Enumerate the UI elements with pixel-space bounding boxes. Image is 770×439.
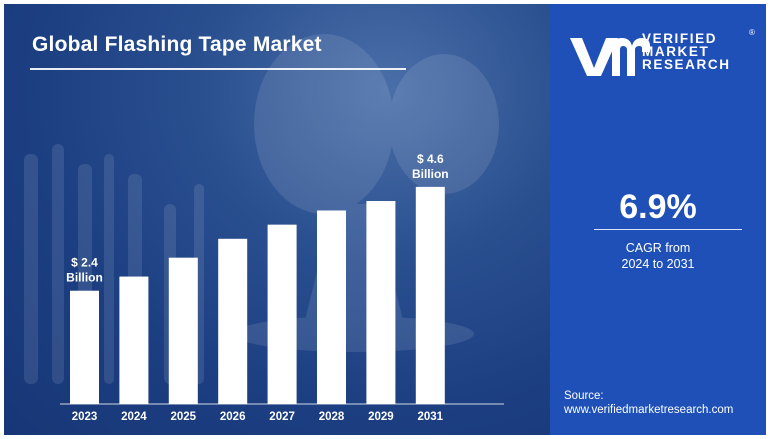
title-divider	[30, 68, 406, 70]
x-tick-label-2024: 2024	[121, 411, 147, 423]
chart-panel: Global Flashing Tape Market 2023 $ 2.4 Bil…	[4, 4, 550, 435]
chart-title: Global Flashing Tape Market	[32, 33, 322, 56]
data-label-2023-line-2: Billion	[66, 271, 103, 285]
bar-2025	[168, 257, 198, 404]
cagr-label-line-2: 2024 to 2031	[621, 257, 695, 271]
brand-name: VERIFIED MARKET RESEARCH	[642, 31, 731, 72]
data-label-2023-line-1: $ 2.4	[71, 256, 98, 270]
cagr-value: 6.9%	[619, 188, 697, 226]
bar-2029	[366, 201, 396, 404]
x-tick-label-2026: 2026	[220, 411, 246, 423]
x-tick-label-2028: 2028	[319, 411, 345, 423]
source-label: Source:	[564, 390, 604, 402]
data-label-2031-line-2: Billion	[412, 167, 449, 181]
x-tick-label-2029: 2029	[368, 411, 394, 423]
cagr-label: CAGR from 2024 to 2031	[550, 240, 766, 272]
x-tick-label-2031: 2031	[418, 411, 444, 423]
x-tick-label-2027: 2027	[269, 411, 295, 423]
bar-2031	[415, 186, 445, 404]
x-tick-label-2023: 2023	[72, 411, 98, 423]
bar-2028	[317, 210, 346, 404]
infographic-card: Global Flashing Tape Market 2023 $ 2.4 Bil…	[4, 4, 766, 435]
cagr-divider	[594, 229, 742, 230]
x-tick-label-2025: 2025	[171, 411, 197, 423]
bar-2026	[218, 238, 248, 404]
brand-line-3: RESEARCH	[642, 57, 731, 72]
bar-2023	[70, 290, 99, 404]
cagr-label-line-1: CAGR from	[625, 241, 691, 255]
brand-line-1: VERIFIED	[642, 31, 718, 46]
registered-mark: ®	[749, 28, 755, 37]
data-label-2031-line-1: $ 4.6	[417, 152, 444, 166]
brand-line-2: MARKET	[642, 44, 710, 59]
bar-2024	[119, 276, 149, 404]
vmr-logo-icon	[570, 38, 650, 76]
info-panel: VERIFIED MARKET RESEARCH ® 6.9% CAGR fro…	[550, 4, 766, 435]
source-url[interactable]: www.verifiedmarketresearch.com	[564, 404, 734, 416]
bar-2027	[267, 224, 297, 404]
